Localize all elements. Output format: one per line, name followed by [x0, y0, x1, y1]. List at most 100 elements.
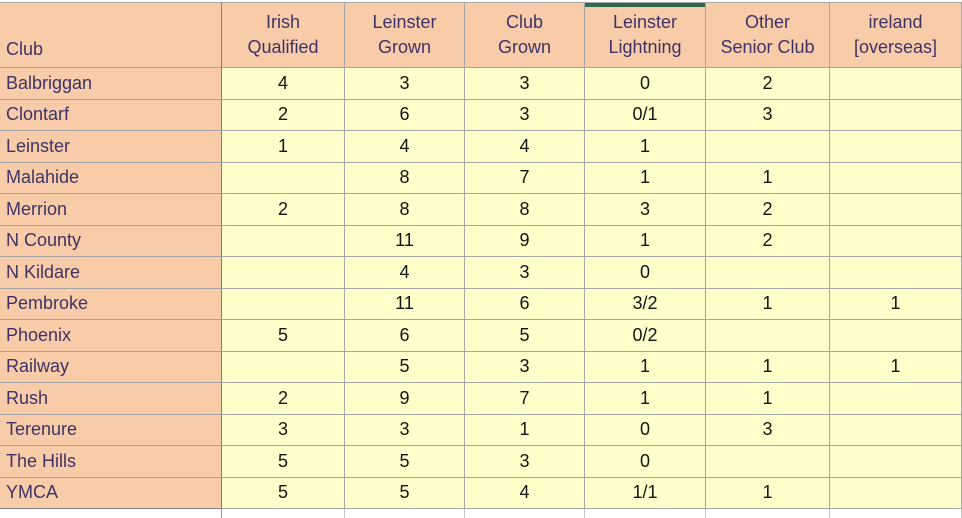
value-cell[interactable]: 1 — [585, 383, 706, 415]
value-cell[interactable]: 1 — [585, 162, 706, 194]
value-cell[interactable]: 1 — [706, 383, 830, 415]
value-cell[interactable]: 5 — [222, 320, 345, 352]
club-name-cell[interactable]: Phoenix — [0, 320, 222, 352]
value-cell[interactable]: 8 — [345, 162, 465, 194]
value-cell[interactable] — [222, 257, 345, 289]
value-cell[interactable]: 4 — [345, 131, 465, 163]
value-cell[interactable]: 2 — [222, 383, 345, 415]
value-cell[interactable]: 5 — [345, 477, 465, 509]
value-cell[interactable]: 1 — [465, 414, 585, 446]
value-cell[interactable] — [830, 414, 962, 446]
value-cell[interactable] — [830, 257, 962, 289]
value-cell[interactable]: 3 — [706, 414, 830, 446]
value-cell[interactable] — [830, 68, 962, 100]
value-cell[interactable]: 2 — [222, 99, 345, 131]
value-cell[interactable]: 7 — [465, 162, 585, 194]
value-cell[interactable] — [706, 320, 830, 352]
club-name-cell[interactable]: N County — [0, 225, 222, 257]
value-cell[interactable]: 3 — [706, 99, 830, 131]
value-cell[interactable]: 5 — [222, 477, 345, 509]
value-cell[interactable]: 8 — [345, 194, 465, 226]
club-name-cell[interactable]: Terenure — [0, 414, 222, 446]
value-cell[interactable]: 3 — [465, 257, 585, 289]
header-ireland-overseas[interactable]: ireland [overseas] — [830, 2, 962, 68]
value-cell[interactable] — [222, 162, 345, 194]
value-cell[interactable]: 5 — [465, 320, 585, 352]
club-name-cell[interactable]: Leinster — [0, 131, 222, 163]
value-cell[interactable] — [830, 99, 962, 131]
header-leinster-lightning[interactable]: Leinster Lightning — [585, 2, 706, 68]
value-cell[interactable]: 5 — [345, 351, 465, 383]
value-cell[interactable] — [830, 225, 962, 257]
value-cell[interactable]: 1 — [585, 351, 706, 383]
value-cell[interactable] — [830, 320, 962, 352]
value-cell[interactable]: 0/2 — [585, 320, 706, 352]
club-name-cell[interactable]: YMCA — [0, 477, 222, 509]
value-cell[interactable]: 0/1 — [585, 99, 706, 131]
value-cell[interactable]: 1 — [706, 162, 830, 194]
value-cell[interactable]: 1 — [830, 351, 962, 383]
value-cell[interactable]: 5 — [345, 446, 465, 478]
club-name-cell[interactable]: Pembroke — [0, 288, 222, 320]
value-cell[interactable] — [830, 131, 962, 163]
value-cell[interactable]: 4 — [345, 257, 465, 289]
value-cell[interactable]: 1 — [222, 131, 345, 163]
club-name-cell[interactable]: Rush — [0, 383, 222, 415]
value-cell[interactable]: 2 — [222, 194, 345, 226]
value-cell[interactable] — [222, 225, 345, 257]
value-cell[interactable] — [706, 446, 830, 478]
value-cell[interactable]: 0 — [585, 257, 706, 289]
value-cell[interactable]: 9 — [345, 383, 465, 415]
value-cell[interactable] — [706, 131, 830, 163]
value-cell[interactable]: 6 — [465, 288, 585, 320]
value-cell[interactable]: 11 — [345, 225, 465, 257]
club-name-cell[interactable]: Balbriggan — [0, 68, 222, 100]
value-cell[interactable]: 3 — [465, 99, 585, 131]
value-cell[interactable]: 3 — [585, 194, 706, 226]
value-cell[interactable]: 3 — [345, 414, 465, 446]
value-cell[interactable]: 3/2 — [585, 288, 706, 320]
value-cell[interactable]: 3 — [345, 68, 465, 100]
header-irish-qualified[interactable]: Irish Qualified — [222, 2, 345, 68]
header-leinster-grown[interactable]: Leinster Grown — [345, 2, 465, 68]
value-cell[interactable]: 1 — [706, 288, 830, 320]
value-cell[interactable]: 3 — [465, 351, 585, 383]
value-cell[interactable]: 7 — [465, 383, 585, 415]
value-cell[interactable] — [222, 288, 345, 320]
value-cell[interactable]: 3 — [222, 414, 345, 446]
value-cell[interactable]: 3 — [465, 68, 585, 100]
club-name-cell[interactable]: Railway — [0, 351, 222, 383]
value-cell[interactable]: 1 — [830, 288, 962, 320]
value-cell[interactable] — [706, 257, 830, 289]
value-cell[interactable]: 4 — [222, 68, 345, 100]
value-cell[interactable] — [830, 383, 962, 415]
value-cell[interactable]: 1/1 — [585, 477, 706, 509]
header-club-grown[interactable]: Club Grown — [465, 2, 585, 68]
club-name-cell[interactable]: N Kildare — [0, 257, 222, 289]
value-cell[interactable] — [830, 477, 962, 509]
value-cell[interactable]: 2 — [706, 68, 830, 100]
value-cell[interactable]: 4 — [465, 131, 585, 163]
value-cell[interactable]: 11 — [345, 288, 465, 320]
value-cell[interactable]: 1 — [706, 477, 830, 509]
value-cell[interactable]: 2 — [706, 225, 830, 257]
value-cell[interactable]: 2 — [706, 194, 830, 226]
value-cell[interactable] — [830, 446, 962, 478]
value-cell[interactable]: 1 — [585, 225, 706, 257]
header-other-senior-club[interactable]: Other Senior Club — [706, 2, 830, 68]
value-cell[interactable] — [830, 194, 962, 226]
value-cell[interactable]: 4 — [465, 477, 585, 509]
value-cell[interactable]: 8 — [465, 194, 585, 226]
header-club[interactable]: Club — [0, 2, 222, 68]
value-cell[interactable] — [830, 162, 962, 194]
club-name-cell[interactable]: Merrion — [0, 194, 222, 226]
value-cell[interactable]: 5 — [222, 446, 345, 478]
club-name-cell[interactable]: The Hills — [0, 446, 222, 478]
value-cell[interactable]: 6 — [345, 320, 465, 352]
value-cell[interactable]: 3 — [465, 446, 585, 478]
value-cell[interactable]: 0 — [585, 414, 706, 446]
value-cell[interactable]: 1 — [585, 131, 706, 163]
value-cell[interactable] — [222, 351, 345, 383]
club-name-cell[interactable]: Malahide — [0, 162, 222, 194]
value-cell[interactable]: 0 — [585, 68, 706, 100]
